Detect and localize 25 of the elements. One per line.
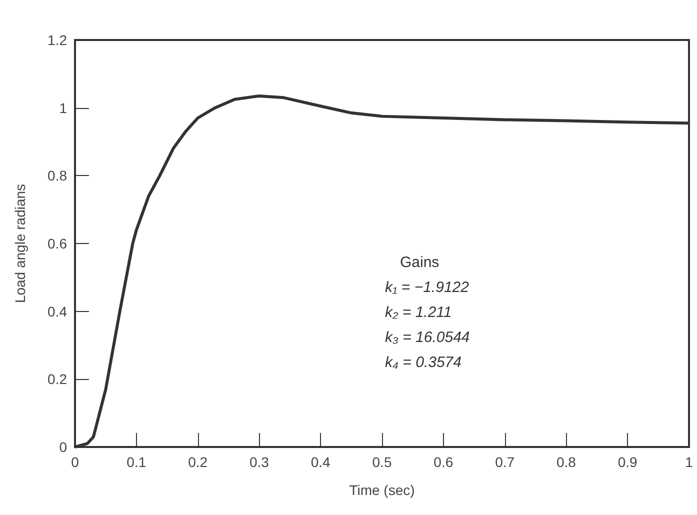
y-tick-label: 0.6 (48, 236, 68, 252)
x-tick-label: 0.3 (249, 454, 270, 470)
x-tick-label: 0.2 (188, 454, 208, 470)
y-tick-label: 0.8 (48, 168, 68, 184)
annotation: k₁ = −1.9122 (385, 279, 470, 296)
x-tick-label: 0.8 (556, 454, 576, 470)
x-tick-label: 0.1 (126, 454, 146, 470)
annotation: Gains (400, 254, 440, 271)
x-tick-label: 0.4 (310, 454, 331, 470)
annotation: k₄ = 0.3574 (385, 354, 462, 371)
y-tick-label: 0 (59, 439, 68, 455)
x-tick-label: 0.6 (434, 454, 454, 470)
x-tick-label: 0.9 (618, 454, 638, 470)
annotation: k₃ = 16.0544 (385, 329, 470, 346)
y-axis-title: Load angle radians (12, 184, 28, 304)
x-tick-label: 0.5 (372, 454, 392, 470)
x-tick-label: 1 (685, 454, 694, 470)
x-tick-label: 0 (71, 454, 80, 470)
y-tick-label: 0.2 (48, 371, 68, 388)
x-axis-title: Time (sec) (349, 482, 415, 498)
y-tick-label: 0.4 (48, 303, 68, 320)
annotation: k₂ = 1.211 (385, 304, 452, 321)
y-tick-label: 1 (59, 100, 68, 116)
x-tick-label: 0.7 (495, 454, 515, 470)
y-tick-label: 1.2 (48, 32, 68, 48)
